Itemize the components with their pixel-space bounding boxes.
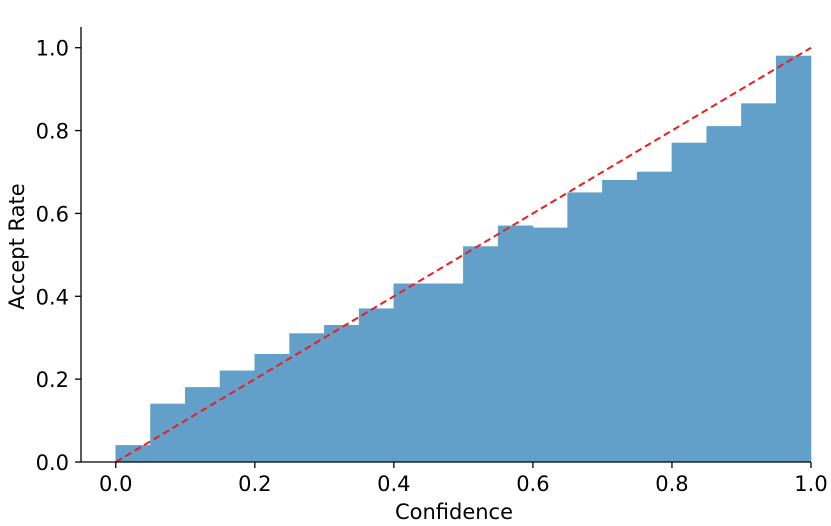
bar-7 — [358, 308, 395, 463]
bar-11 — [497, 225, 534, 463]
bar-8 — [393, 283, 429, 463]
bar-6 — [324, 324, 360, 463]
bar-19 — [775, 55, 812, 463]
bar-16 — [671, 142, 708, 463]
x-axis-label: Confidence — [395, 500, 513, 524]
y-tick-label-1: 0.2 — [36, 368, 69, 392]
x-tick-label-0: 0.0 — [99, 472, 132, 496]
y-tick-label-5: 1.0 — [36, 37, 69, 61]
bar-4 — [254, 353, 290, 463]
bar-3 — [219, 370, 256, 463]
bar-12 — [532, 227, 568, 463]
bar-14 — [602, 179, 638, 463]
bar-13 — [567, 192, 603, 463]
y-tick-label-4: 0.8 — [36, 120, 69, 144]
bar-15 — [636, 171, 673, 463]
y-tick-label-2: 0.4 — [36, 285, 69, 309]
diagonal-reference-line — [115, 46, 812, 463]
x-tick-label-2: 0.4 — [377, 472, 410, 496]
bar-9 — [428, 283, 464, 463]
y-ticks-group: 0.0 0.2 0.4 0.6 0.8 1.0 — [36, 37, 81, 475]
bar-18 — [741, 103, 777, 463]
x-tick-label-4: 0.8 — [655, 472, 688, 496]
bar-5 — [289, 333, 325, 463]
bar-10 — [463, 246, 499, 463]
bar-2 — [184, 387, 221, 463]
y-axis-label: Accept Rate — [5, 183, 29, 309]
bar-17 — [706, 126, 742, 463]
x-tick-label-3: 0.6 — [516, 472, 549, 496]
x-tick-label-1: 0.2 — [238, 472, 271, 496]
x-tick-label-5: 1.0 — [794, 472, 827, 496]
x-ticks-group: 0.0 0.2 0.4 0.6 0.8 1.0 — [99, 462, 828, 496]
y-tick-label-0: 0.0 — [36, 451, 69, 475]
bars-group — [115, 55, 812, 463]
bar-1 — [150, 403, 186, 463]
y-tick-label-3: 0.6 — [36, 202, 69, 226]
